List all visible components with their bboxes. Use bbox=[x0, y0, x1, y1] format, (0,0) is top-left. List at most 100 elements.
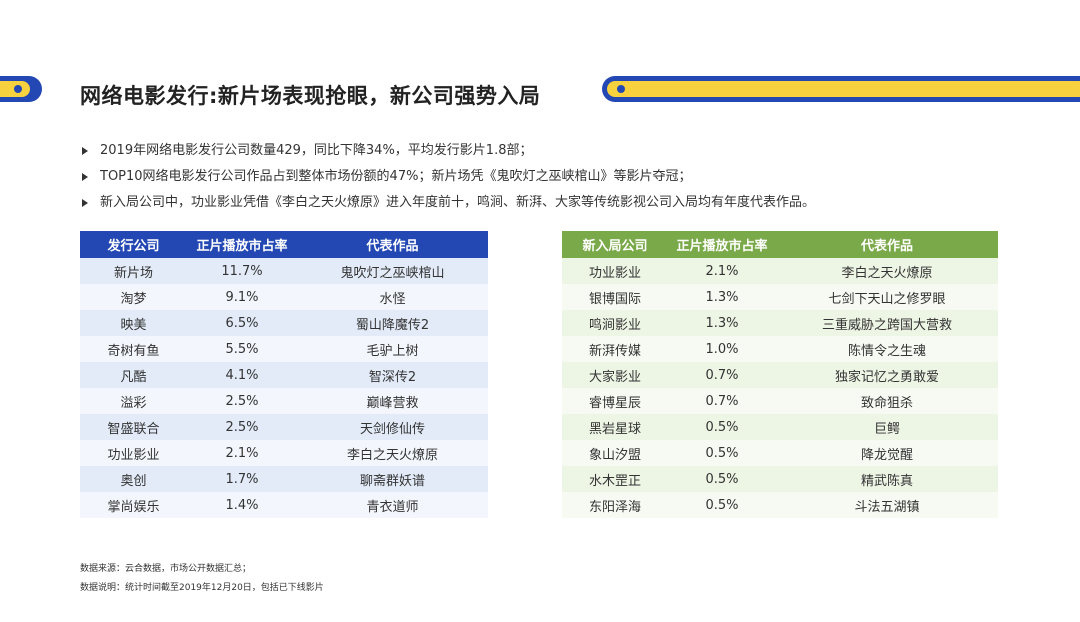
company-cell: 映美 bbox=[80, 310, 187, 336]
share-cell: 4.1% bbox=[187, 362, 297, 388]
share-cell: 5.5% bbox=[187, 336, 297, 362]
work-cell: 降龙觉醒 bbox=[776, 440, 998, 466]
table-row: 淘梦 9.1% 水怪 bbox=[80, 284, 488, 310]
company-cell: 新片场 bbox=[80, 258, 187, 284]
bullet-arrow-icon bbox=[82, 147, 88, 155]
work-cell: 李白之天火燎原 bbox=[776, 258, 998, 284]
table-row: 新湃传媒 1.0% 陈情令之生魂 bbox=[562, 336, 998, 362]
table-row: 掌尚娱乐 1.4% 青衣道师 bbox=[80, 492, 488, 518]
work-cell: 致命狙杀 bbox=[776, 388, 998, 414]
table-row: 凡酷 4.1% 智深传2 bbox=[80, 362, 488, 388]
title-decoration-left-bar bbox=[0, 81, 30, 97]
work-cell: 独家记忆之勇敢爱 bbox=[776, 362, 998, 388]
company-cell: 大家影业 bbox=[562, 362, 668, 388]
work-cell: 李白之天火燎原 bbox=[297, 440, 488, 466]
work-cell: 鬼吹灯之巫峡棺山 bbox=[297, 258, 488, 284]
bullet-text: 新入局公司中，功业影业凭借《李白之天火燎原》进入年度前十，鸣涧、新湃、大家等传统… bbox=[100, 195, 816, 210]
work-cell: 三重威胁之跨国大营救 bbox=[776, 310, 998, 336]
work-cell: 巨鳄 bbox=[776, 414, 998, 440]
table-row: 象山汐盟 0.5% 降龙觉醒 bbox=[562, 440, 998, 466]
work-cell: 精武陈真 bbox=[776, 466, 998, 492]
work-cell: 七剑下天山之修罗眼 bbox=[776, 284, 998, 310]
table-row: 功业影业 2.1% 李白之天火燎原 bbox=[562, 258, 998, 284]
distributor-share-table: 发行公司 正片播放市占率 代表作品 新片场 11.7% 鬼吹灯之巫峡棺山 淘梦 9.1%… bbox=[80, 231, 488, 518]
company-cell: 功业影业 bbox=[80, 440, 187, 466]
column-header-work: 代表作品 bbox=[297, 231, 488, 258]
share-cell: 2.1% bbox=[668, 258, 776, 284]
work-cell: 斗法五湖镇 bbox=[776, 492, 998, 518]
bullet-text: 2019年网络电影发行公司数量429，同比下降34%，平均发行影片1.8部； bbox=[100, 143, 533, 158]
table-row: 智盛联合 2.5% 天剑修仙传 bbox=[80, 414, 488, 440]
share-cell: 1.0% bbox=[668, 336, 776, 362]
table-row: 东阳泽海 0.5% 斗法五湖镇 bbox=[562, 492, 998, 518]
table-row: 鸣涧影业 1.3% 三重威胁之跨国大营救 bbox=[562, 310, 998, 336]
data-source-note: 数据来源：云合数据，市场公开数据汇总； bbox=[80, 564, 252, 574]
table-row: 银博国际 1.3% 七剑下天山之修罗眼 bbox=[562, 284, 998, 310]
company-cell: 奇树有鱼 bbox=[80, 336, 187, 362]
share-cell: 0.5% bbox=[668, 440, 776, 466]
table-row: 功业影业 2.1% 李白之天火燎原 bbox=[80, 440, 488, 466]
company-cell: 黑岩星球 bbox=[562, 414, 668, 440]
column-header-company: 发行公司 bbox=[80, 231, 187, 258]
work-cell: 聊斋群妖谱 bbox=[297, 466, 488, 492]
share-cell: 0.5% bbox=[668, 466, 776, 492]
share-cell: 0.7% bbox=[668, 362, 776, 388]
table-row: 奥创 1.7% 聊斋群妖谱 bbox=[80, 466, 488, 492]
column-header-work: 代表作品 bbox=[776, 231, 998, 258]
work-cell: 智深传2 bbox=[297, 362, 488, 388]
table-row: 水木罡正 0.5% 精武陈真 bbox=[562, 466, 998, 492]
bullet-item: 2019年网络电影发行公司数量429，同比下降34%，平均发行影片1.8部； bbox=[80, 138, 960, 164]
column-header-share: 正片播放市占率 bbox=[668, 231, 776, 258]
bullet-arrow-icon bbox=[82, 173, 88, 181]
column-header-new-company: 新入局公司 bbox=[562, 231, 668, 258]
company-cell: 水木罡正 bbox=[562, 466, 668, 492]
company-cell: 鸣涧影业 bbox=[562, 310, 668, 336]
work-cell: 青衣道师 bbox=[297, 492, 488, 518]
share-cell: 0.7% bbox=[668, 388, 776, 414]
company-cell: 东阳泽海 bbox=[562, 492, 668, 518]
table-header-row: 新入局公司 正片播放市占率 代表作品 bbox=[562, 231, 998, 258]
title-decoration-left-dot bbox=[14, 85, 22, 93]
title-decoration-left bbox=[0, 76, 42, 102]
new-entrant-share-table: 新入局公司 正片播放市占率 代表作品 功业影业 2.1% 李白之天火燎原 银博国际 1.… bbox=[562, 231, 998, 518]
share-cell: 2.1% bbox=[187, 440, 297, 466]
bullet-item: TOP10网络电影发行公司作品占到整体市场份额的47%；新片场凭《鬼吹灯之巫峡棺… bbox=[80, 164, 960, 190]
work-cell: 巅峰营救 bbox=[297, 388, 488, 414]
table-row: 映美 6.5% 蜀山降魔传2 bbox=[80, 310, 488, 336]
share-cell: 1.3% bbox=[668, 284, 776, 310]
table-row: 大家影业 0.7% 独家记忆之勇敢爱 bbox=[562, 362, 998, 388]
column-header-share: 正片播放市占率 bbox=[187, 231, 297, 258]
title-decoration-right-dot bbox=[617, 85, 625, 93]
share-cell: 9.1% bbox=[187, 284, 297, 310]
title-decoration-right bbox=[602, 76, 1080, 102]
table-row: 睿博星辰 0.7% 致命狙杀 bbox=[562, 388, 998, 414]
company-cell: 功业影业 bbox=[562, 258, 668, 284]
company-cell: 智盛联合 bbox=[80, 414, 187, 440]
company-cell: 溢彩 bbox=[80, 388, 187, 414]
bullet-arrow-icon bbox=[82, 199, 88, 207]
table-row: 奇树有鱼 5.5% 毛驴上树 bbox=[80, 336, 488, 362]
page-title: 网络电影发行:新片场表现抢眼，新公司强势入局 bbox=[80, 84, 541, 108]
company-cell: 凡酷 bbox=[80, 362, 187, 388]
company-cell: 新湃传媒 bbox=[562, 336, 668, 362]
table-row: 溢彩 2.5% 巅峰营救 bbox=[80, 388, 488, 414]
table-header-row: 发行公司 正片播放市占率 代表作品 bbox=[80, 231, 488, 258]
company-cell: 掌尚娱乐 bbox=[80, 492, 187, 518]
table-row: 新片场 11.7% 鬼吹灯之巫峡棺山 bbox=[80, 258, 488, 284]
company-cell: 象山汐盟 bbox=[562, 440, 668, 466]
share-cell: 1.3% bbox=[668, 310, 776, 336]
share-cell: 6.5% bbox=[187, 310, 297, 336]
company-cell: 淘梦 bbox=[80, 284, 187, 310]
work-cell: 陈情令之生魂 bbox=[776, 336, 998, 362]
company-cell: 银博国际 bbox=[562, 284, 668, 310]
table-row: 黑岩星球 0.5% 巨鳄 bbox=[562, 414, 998, 440]
share-cell: 1.4% bbox=[187, 492, 297, 518]
company-cell: 奥创 bbox=[80, 466, 187, 492]
share-cell: 2.5% bbox=[187, 414, 297, 440]
work-cell: 蜀山降魔传2 bbox=[297, 310, 488, 336]
work-cell: 水怪 bbox=[297, 284, 488, 310]
summary-bullets: 2019年网络电影发行公司数量429，同比下降34%，平均发行影片1.8部； T… bbox=[80, 138, 960, 216]
work-cell: 天剑修仙传 bbox=[297, 414, 488, 440]
share-cell: 2.5% bbox=[187, 388, 297, 414]
share-cell: 0.5% bbox=[668, 414, 776, 440]
